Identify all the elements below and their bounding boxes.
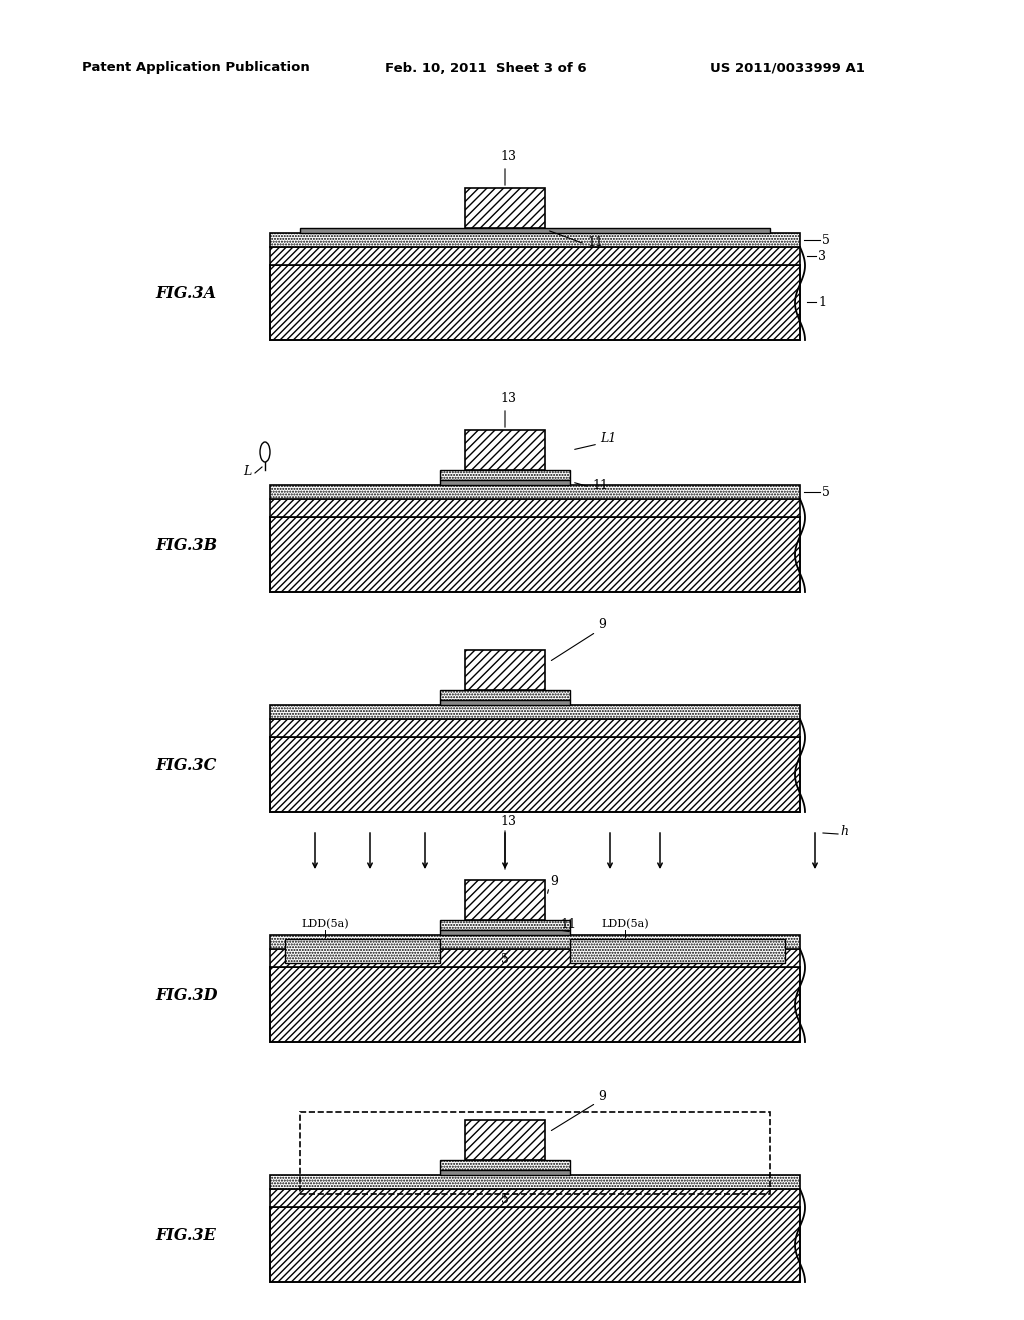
Text: 5: 5 [822,234,829,247]
Text: FIG.3D: FIG.3D [155,987,217,1005]
Text: FIG.3B: FIG.3B [155,537,217,554]
Text: 5: 5 [501,953,509,966]
Text: 5: 5 [501,1193,509,1206]
Bar [270,705,800,719]
Bar [270,949,800,968]
Text: LDD(5a): LDD(5a) [301,919,349,929]
Bar [465,880,545,920]
Text: 9: 9 [598,618,606,631]
Bar [285,939,440,964]
Text: FIG.3E: FIG.3E [155,1228,216,1243]
Bar [440,480,570,484]
Bar [465,1119,545,1160]
Text: 9: 9 [550,875,558,888]
Bar [270,1206,800,1282]
Bar [440,700,570,705]
Text: 9: 9 [598,1090,606,1104]
Text: Patent Application Publication: Patent Application Publication [82,62,309,74]
Text: 13: 13 [500,150,516,162]
Bar [270,737,800,812]
Ellipse shape [260,442,270,462]
Bar [300,228,770,234]
Text: 11: 11 [592,479,608,492]
Text: 1: 1 [818,296,826,309]
Bar [465,430,545,470]
Text: 3: 3 [818,249,826,263]
Text: FIG.3C: FIG.3C [155,756,216,774]
Bar [440,690,570,700]
Bar [270,935,800,949]
Bar [440,920,570,931]
Text: L: L [243,465,251,478]
Bar [465,649,545,690]
Bar [270,484,800,499]
Text: LDD(5a): LDD(5a) [601,919,649,929]
Bar [440,1170,570,1175]
Bar [440,1160,570,1170]
Bar [270,517,800,591]
Text: h: h [840,825,848,838]
Text: 11: 11 [560,917,575,931]
Bar [270,968,800,1041]
Text: 11: 11 [587,236,603,249]
Bar [270,499,800,517]
Bar [270,265,800,341]
Bar [270,1189,800,1206]
Bar [270,719,800,737]
Text: FIG.3A: FIG.3A [155,285,216,302]
Text: 13: 13 [500,392,516,405]
Bar [465,187,545,228]
Bar [300,1111,770,1195]
Bar [440,470,570,480]
Bar [570,939,785,964]
Text: Feb. 10, 2011  Sheet 3 of 6: Feb. 10, 2011 Sheet 3 of 6 [385,62,587,74]
Bar [270,1175,800,1189]
Text: 5: 5 [822,486,829,499]
Bar [270,234,800,247]
Text: L1: L1 [600,432,616,445]
Bar [440,931,570,935]
Text: US 2011/0033999 A1: US 2011/0033999 A1 [710,62,865,74]
Text: 13: 13 [500,814,516,828]
Bar [270,247,800,265]
